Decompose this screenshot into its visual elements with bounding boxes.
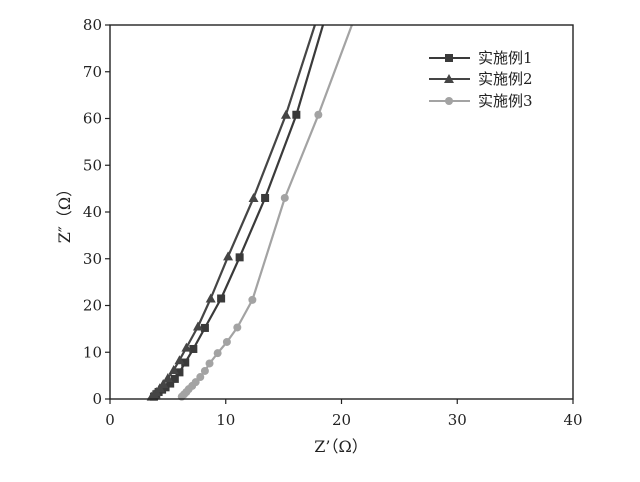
legend-circle-marker: [445, 97, 453, 105]
legend-label-1: 实施例1: [478, 49, 533, 67]
x-tick-label: 10: [216, 411, 235, 429]
y-tick-label: 0: [92, 390, 102, 408]
data-point-series-1: [166, 379, 175, 388]
data-point-series-2: [280, 109, 291, 119]
data-point-series-1: [200, 323, 209, 332]
series-line-3: [178, 25, 353, 399]
data-point-series-2: [168, 365, 179, 375]
data-point-series-3: [314, 110, 323, 119]
y-tick-label: 20: [83, 297, 102, 315]
data-point-series-1: [292, 110, 301, 119]
y-tick-label: 50: [83, 156, 102, 174]
x-axis-title: Z’（Ω）: [314, 437, 367, 456]
legend-label-3: 实施例3: [478, 92, 533, 110]
marker-layer: [146, 109, 323, 401]
y-tick-label: 30: [83, 250, 102, 268]
data-point-series-3: [200, 366, 209, 375]
data-point-series-3: [222, 337, 231, 346]
legend: 实施例1 实施例2 实施例3: [429, 49, 533, 110]
y-tick-label: 70: [83, 63, 102, 81]
legend-label-2: 实施例2: [478, 70, 533, 88]
y-tick-label: 40: [83, 203, 102, 221]
x-tick-label: 40: [563, 411, 582, 429]
data-point-series-1: [175, 368, 184, 377]
x-tick-label: 0: [105, 411, 115, 429]
data-point-series-1: [181, 358, 190, 367]
data-point-series-2: [192, 321, 203, 331]
x-tick-label: 30: [448, 411, 467, 429]
data-point-series-2: [205, 293, 216, 303]
data-point-series-2: [248, 192, 259, 202]
data-point-series-3: [233, 323, 242, 332]
x-tick-label: 20: [332, 411, 351, 429]
data-point-series-1: [217, 294, 226, 303]
data-point-series-2: [162, 372, 173, 382]
data-point-series-3: [213, 349, 222, 358]
legend-item-2: 实施例2: [429, 70, 533, 88]
data-point-series-3: [280, 193, 289, 202]
y-tick-label: 10: [83, 343, 102, 361]
data-point-series-3: [205, 359, 214, 368]
data-point-series-2: [174, 355, 185, 365]
data-point-series-3: [248, 295, 257, 304]
legend-item-3: 实施例3: [429, 92, 533, 110]
legend-item-1: 实施例1: [429, 49, 533, 67]
data-point-series-1: [235, 253, 244, 262]
data-point-series-2: [181, 342, 192, 352]
data-point-series-1: [170, 374, 179, 383]
legend-triangle-marker: [444, 74, 454, 83]
data-point-series-1: [261, 193, 270, 202]
data-point-series-3: [191, 378, 200, 387]
legend-square-marker: [445, 54, 453, 62]
tick-layer: 0 10 20 30 40 0 10 20 30 40 50 60 70 80: [83, 16, 583, 429]
series-layer: [147, 25, 353, 399]
y-tick-label: 80: [83, 16, 102, 34]
data-point-series-3: [196, 373, 205, 382]
data-point-series-1: [189, 344, 198, 353]
series-line-2: [147, 25, 316, 399]
y-axis-title: Z″（Ω）: [55, 181, 74, 243]
y-tick-label: 60: [83, 110, 102, 128]
data-point-series-2: [223, 251, 234, 261]
data-point-series-2: [158, 379, 169, 389]
